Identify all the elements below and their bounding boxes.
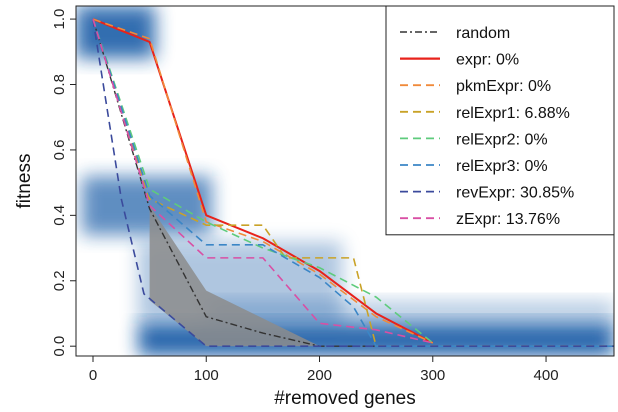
x-axis: 0 100 200 300 400 [89,356,559,384]
legend-label: zExpr: 13.76% [456,211,560,228]
legend-label: relExpr2: 0% [456,131,548,148]
y-tick-label: 0.8 [51,74,68,95]
legend-label: relExpr1: 6.88% [456,105,570,122]
series-line-5 [92,18,614,347]
legend-label: random [456,25,510,42]
random-band-area [149,205,320,347]
y-tick-label: 0.2 [51,270,68,291]
random-band [149,205,320,347]
x-tick-label: 400 [534,367,559,384]
x-tick-label: 0 [89,367,97,384]
heat-region-4 [206,300,614,327]
series-line-1 [92,18,434,344]
x-axis-title: #removed genes [274,388,416,409]
y-tick-label: 0.4 [51,205,68,226]
series-line-7 [92,18,433,344]
legend: random expr: 0% pkmExpr: 0% relExpr1: 6.88%… [385,5,615,236]
y-axis-title: fitness [14,154,35,209]
legend-box [385,5,615,236]
legend-label: expr: 0% [456,52,519,69]
series-line-2 [92,18,434,344]
legend-label: revExpr: 30.85% [456,185,574,202]
y-tick-label: 0.6 [51,139,68,160]
x-tick-label: 300 [420,367,445,384]
legend-label: relExpr3: 0% [456,158,548,175]
y-tick-label: 0.0 [51,336,68,357]
x-tick-label: 100 [194,367,219,384]
series-line-6 [92,18,614,347]
legend-label: pkmExpr: 0% [456,78,551,95]
heat-region-0 [76,6,156,59]
y-tick-label: 1.0 [51,9,68,30]
x-tick-label: 200 [307,367,332,384]
series-lines [92,18,614,347]
density-heatmap [76,6,614,356]
series-line-4 [92,18,434,344]
y-axis: 0.0 0.2 0.4 0.6 0.8 1.0 [51,9,76,357]
